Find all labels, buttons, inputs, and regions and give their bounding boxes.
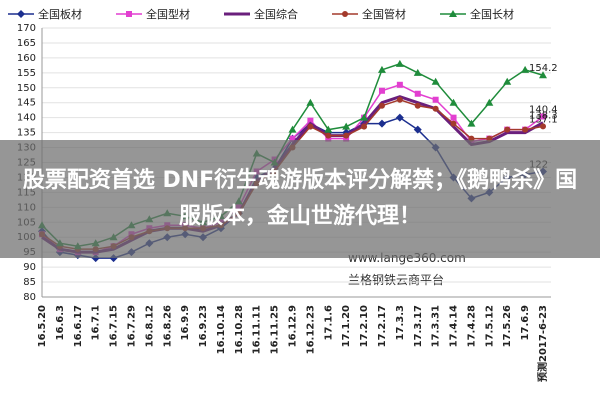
y-tick-label: 85 [23, 277, 36, 288]
marker [485, 98, 494, 106]
x-tick-label: 16.11.11 [252, 305, 263, 354]
y-tick-label: 145 [17, 98, 36, 109]
data-label: 154.2 [529, 63, 558, 74]
marker [360, 113, 369, 121]
marker [467, 119, 476, 127]
x-tick-label: 16.10.28 [234, 305, 245, 354]
x-tick-label: 17.5.12 [484, 305, 495, 347]
x-tick-label: 16.12.9 [288, 305, 299, 347]
marker [342, 122, 351, 130]
marker [306, 98, 315, 106]
x-tick-label: 16.8.12 [144, 305, 155, 347]
x-tick-label: 16.7.1 [91, 305, 102, 340]
marker [126, 11, 132, 17]
brand: 兰格钢铁云商平台 [348, 272, 444, 287]
marker [325, 132, 332, 139]
x-tick-label: 16.12.23 [305, 305, 316, 354]
marker [503, 77, 512, 85]
y-tick-label: 135 [17, 128, 36, 139]
x-tick-label: 17.3.31 [431, 305, 442, 347]
marker [343, 132, 350, 139]
marker [324, 125, 333, 133]
headline: 股票配资首选 DNF衍生魂游版本评分解禁；《鹅鸭杀》国服版本，金山世游代理！ [22, 168, 578, 229]
x-tick-label: 17.6.9 [520, 305, 531, 340]
marker [432, 105, 439, 112]
marker [17, 10, 25, 18]
x-tick-label: 17.1.6 [323, 305, 334, 340]
x-tick-label: 16.11.25 [270, 305, 281, 354]
data-label: 137.1 [529, 114, 558, 125]
x-tick-label: 16.7.29 [126, 305, 137, 347]
y-tick-label: 80 [23, 292, 36, 303]
x-tick-label: 17.2.10 [359, 305, 370, 347]
x-tick-label: 16.10.14 [216, 305, 227, 354]
marker [378, 87, 385, 94]
marker [377, 119, 386, 128]
data-label: 140.4 [529, 104, 558, 115]
marker [307, 123, 314, 130]
y-tick-label: 165 [17, 38, 36, 49]
x-tick-label: 16.7.15 [109, 305, 120, 347]
marker [413, 68, 422, 76]
x-tick-label: 16.9.23 [198, 305, 209, 347]
x-tick-label: 17.3.17 [413, 305, 424, 347]
x-tick-label: 16.8.26 [162, 305, 173, 347]
x-tick-label: 16.6.17 [73, 305, 84, 347]
marker [449, 10, 457, 17]
x-tick-label: 17.5.26 [502, 305, 513, 347]
marker [450, 120, 457, 127]
marker [450, 114, 457, 121]
marker [504, 126, 511, 133]
marker [413, 125, 422, 134]
y-tick-label: 160 [17, 53, 36, 64]
legend-label: 全国板材 [38, 7, 82, 21]
marker [307, 117, 314, 124]
x-tick-label: 预测2017-6-23 [536, 305, 549, 382]
marker [414, 102, 421, 109]
legend-label: 全国综合 [254, 7, 298, 21]
data-label: 138.3 [529, 111, 558, 122]
x-tick-label: 17.4.28 [466, 305, 477, 347]
y-tick-label: 140 [17, 113, 36, 124]
marker [540, 113, 546, 120]
marker [396, 81, 403, 88]
y-tick-label: 155 [17, 68, 36, 79]
marker [414, 90, 421, 97]
marker [432, 96, 439, 103]
marker [395, 59, 404, 67]
marker [540, 123, 546, 130]
y-tick-label: 150 [17, 83, 36, 94]
marker [288, 125, 297, 133]
marker [378, 102, 385, 109]
marker [396, 96, 403, 103]
marker [395, 113, 404, 122]
x-tick-label: 17.3.3 [395, 305, 406, 340]
x-tick-label: 17.2.17 [377, 305, 388, 347]
banner: 股票配资首选 DNF衍生魂游版本评分解禁；《鹅鸭杀》国服版本，金山世游代理！ [0, 140, 600, 258]
marker [342, 11, 348, 17]
marker [449, 98, 458, 106]
marker [539, 71, 547, 79]
legend-label: 全国型材 [146, 7, 190, 21]
legend-label: 全国长材 [470, 7, 514, 21]
x-tick-label: 17.1.20 [341, 305, 352, 347]
x-tick-label: 16.5.20 [37, 305, 48, 347]
marker [377, 65, 386, 73]
x-tick-label: 16.9.9 [180, 305, 191, 340]
y-tick-label: 170 [17, 23, 36, 34]
x-tick-label: 16.6.3 [55, 305, 66, 340]
x-tick-label: 17.4.14 [449, 305, 460, 347]
marker [521, 65, 530, 73]
y-tick-label: 90 [23, 262, 36, 273]
marker [361, 123, 368, 130]
marker [522, 126, 529, 133]
legend-label: 全国管材 [362, 7, 406, 21]
marker [431, 77, 440, 85]
marker [289, 135, 296, 142]
